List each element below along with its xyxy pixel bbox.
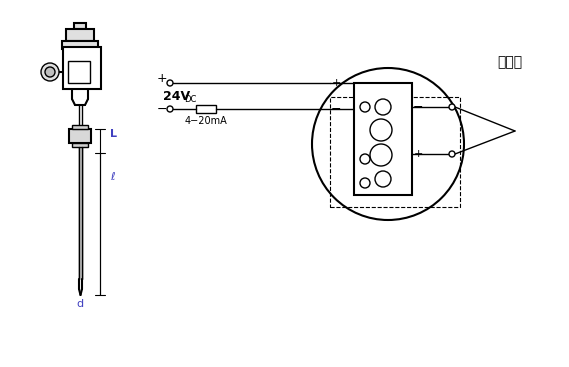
Text: −: − xyxy=(331,102,341,116)
Circle shape xyxy=(167,106,173,112)
Bar xyxy=(72,125,88,129)
Text: −: − xyxy=(413,101,423,113)
Text: DC: DC xyxy=(184,94,196,103)
Circle shape xyxy=(375,171,391,187)
Circle shape xyxy=(167,80,173,86)
Circle shape xyxy=(41,63,59,81)
Bar xyxy=(330,97,460,207)
Circle shape xyxy=(375,99,391,115)
Text: 2: 2 xyxy=(378,125,384,135)
Text: 24V: 24V xyxy=(163,90,190,102)
Circle shape xyxy=(449,151,455,157)
Text: 4−20mA: 4−20mA xyxy=(184,116,228,126)
Bar xyxy=(68,61,90,83)
Circle shape xyxy=(312,68,464,220)
Text: L: L xyxy=(110,129,117,139)
Bar xyxy=(62,41,98,49)
Bar xyxy=(74,23,86,29)
Text: +: + xyxy=(413,149,423,159)
Text: +: + xyxy=(331,78,341,88)
Text: 4: 4 xyxy=(380,102,386,112)
Circle shape xyxy=(370,144,392,166)
Bar xyxy=(63,47,101,89)
Bar xyxy=(66,29,94,41)
Bar xyxy=(72,143,88,147)
Text: ℓ: ℓ xyxy=(110,172,114,182)
Text: −: − xyxy=(156,102,167,116)
Text: +: + xyxy=(156,73,167,86)
Circle shape xyxy=(370,119,392,141)
Circle shape xyxy=(45,67,55,77)
Text: 热电偶: 热电偶 xyxy=(497,55,522,69)
Text: 3: 3 xyxy=(380,174,386,184)
Circle shape xyxy=(449,104,455,110)
Bar xyxy=(354,83,412,195)
Bar xyxy=(196,105,216,113)
Bar xyxy=(69,129,91,143)
Text: d: d xyxy=(76,299,84,309)
Text: 1: 1 xyxy=(378,150,384,160)
